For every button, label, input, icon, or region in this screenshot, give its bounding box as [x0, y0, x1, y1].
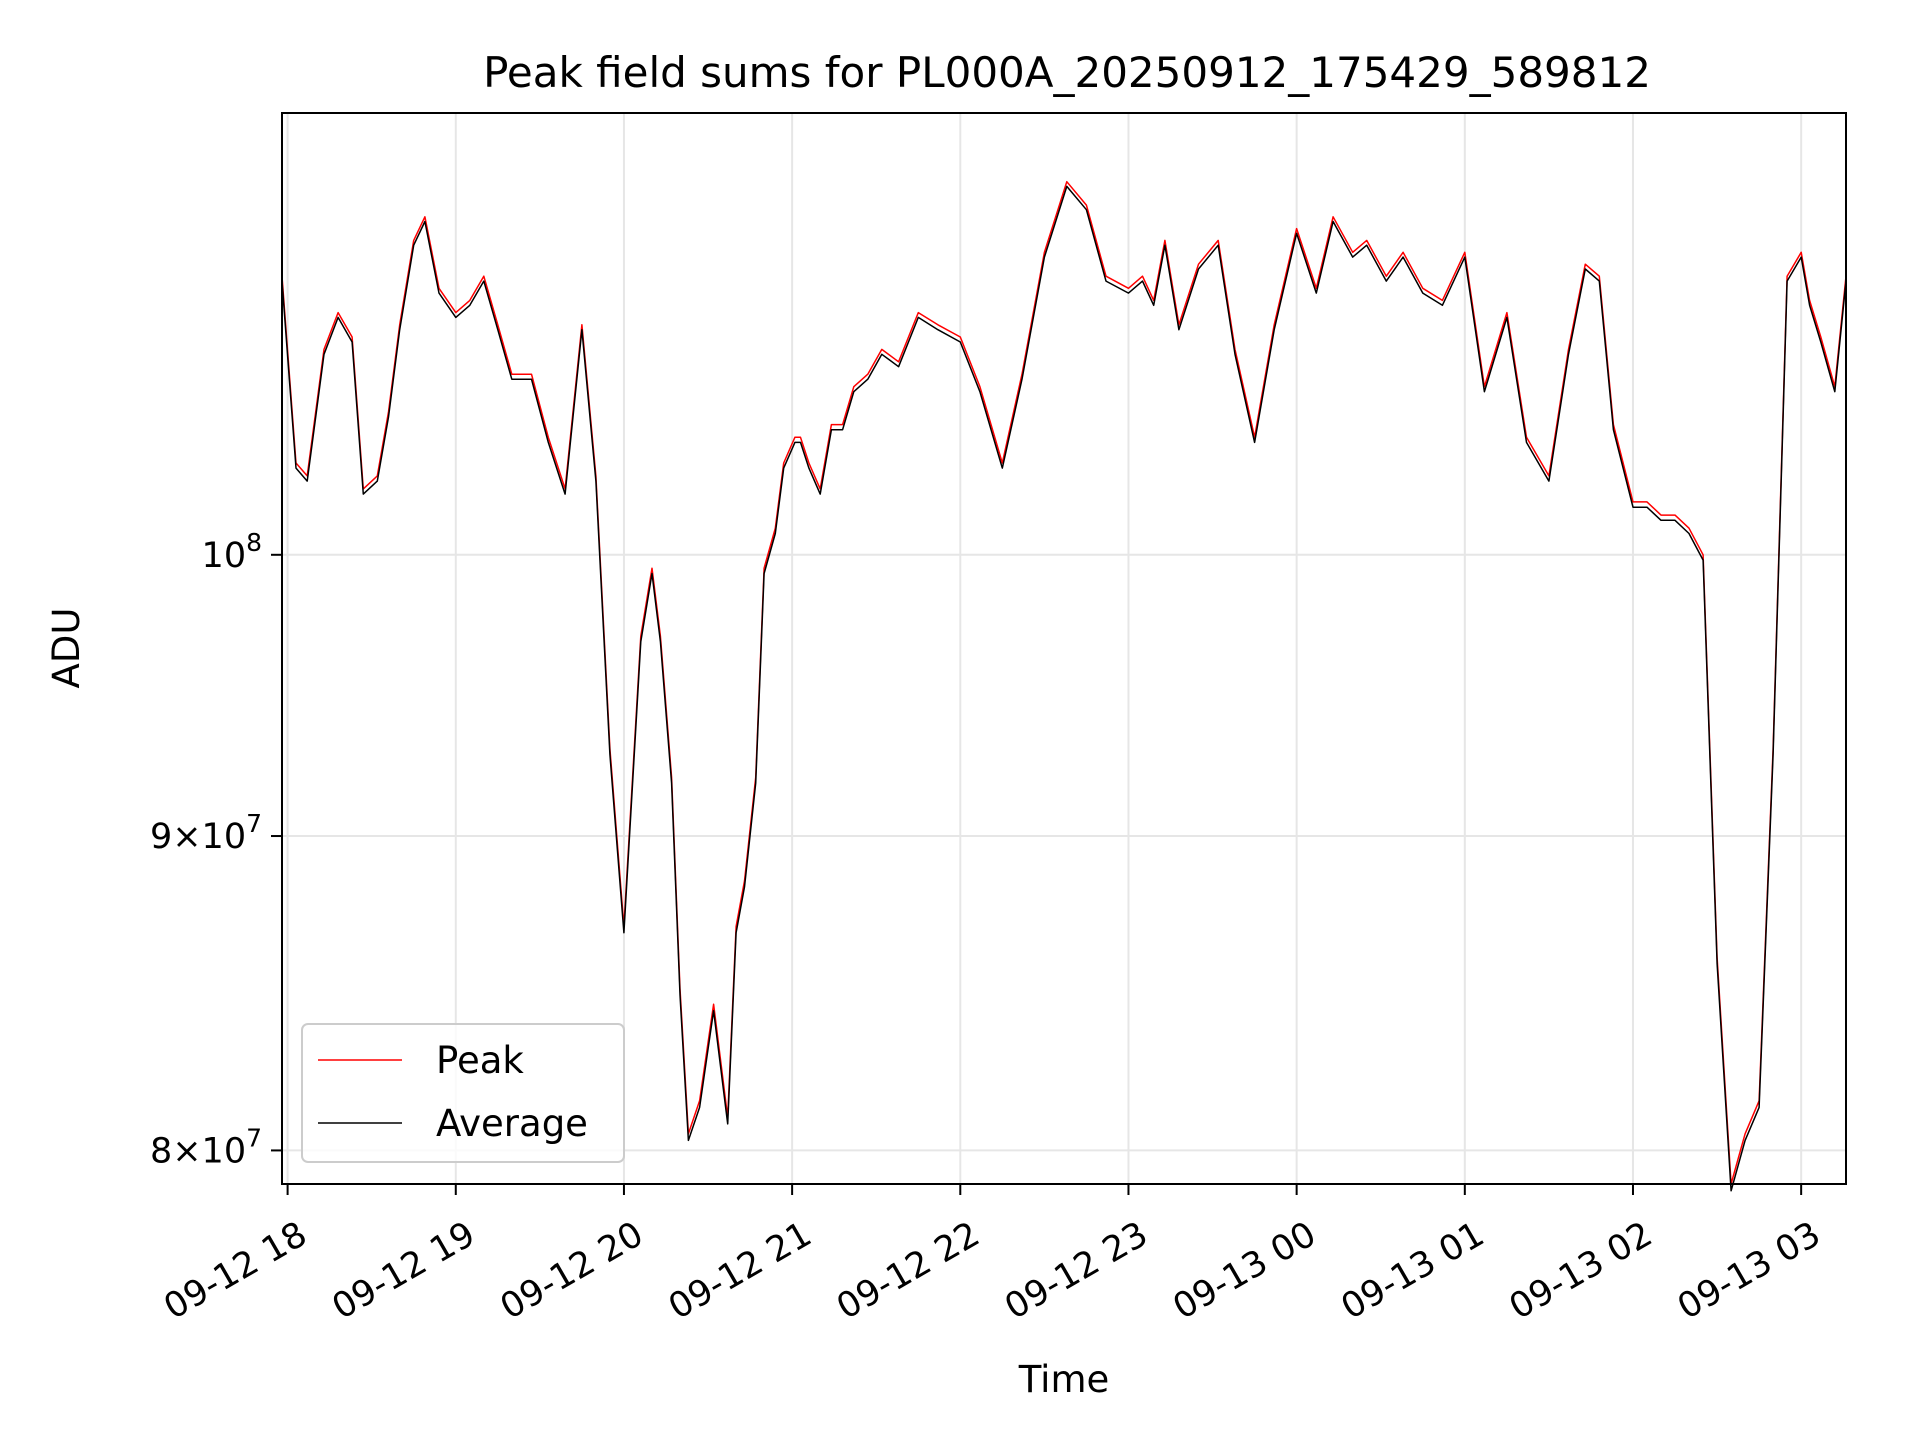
- y-tick-label: 8×107: [150, 1123, 262, 1171]
- x-axis-label: Time: [1018, 1358, 1110, 1401]
- chart-title: Peak field sums for PL000A_20250912_1754…: [483, 48, 1651, 97]
- y-axis-label: ADU: [45, 608, 88, 689]
- legend-label-peak: Peak: [436, 1039, 524, 1082]
- legend: Peak Average: [301, 1023, 625, 1163]
- y-axis: 8×107 9×107 108: [150, 528, 282, 1171]
- series-line-average: [281, 185, 1847, 1192]
- grid: [282, 113, 1846, 1184]
- plot-frame: [281, 112, 1847, 1185]
- series-lines: [281, 180, 1847, 1192]
- y-tick-label: 108: [202, 528, 262, 576]
- legend-label-average: Average: [436, 1102, 588, 1145]
- legend-box: [301, 1023, 625, 1163]
- y-tick-label: 9×107: [150, 809, 262, 857]
